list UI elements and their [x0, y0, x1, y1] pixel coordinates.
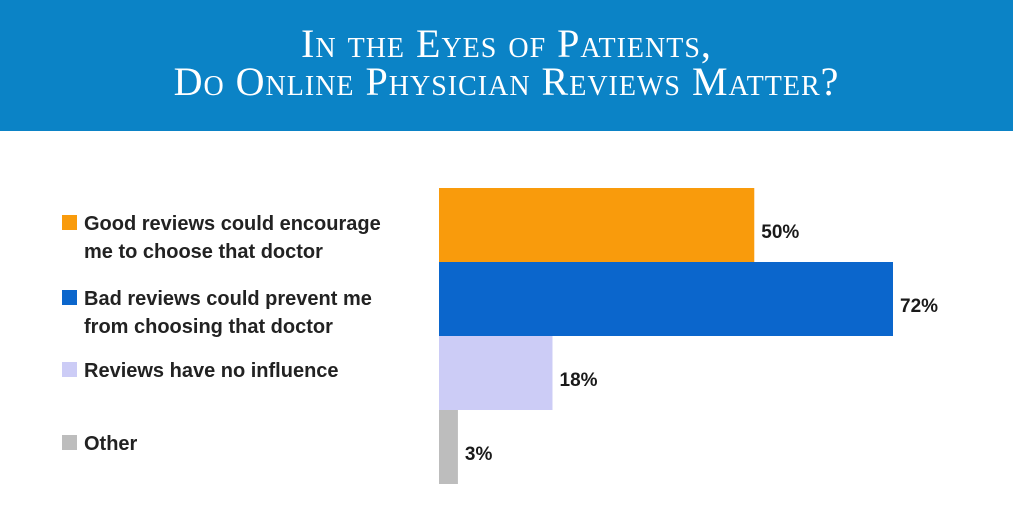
legend-swatch-good-reviews: [62, 215, 77, 230]
data-label-other: 3%: [465, 444, 493, 465]
bar-no-influence: [439, 336, 553, 410]
legend-label-bad-reviews: Bad reviews could prevent me from choosi…: [84, 288, 372, 338]
chart-legend: Good reviews could encourage me to choos…: [0, 0, 430, 518]
data-label-good-reviews: 50%: [761, 222, 799, 243]
legend-label-no-influence: Reviews have no influence: [84, 360, 339, 382]
data-label-bad-reviews: 72%: [900, 296, 938, 317]
chart-title-line-2: Do Online Physician Reviews Matter?: [173, 59, 840, 104]
legend-label-good-reviews: Good reviews could encourage me to choos…: [84, 213, 381, 263]
legend-swatch-bad-reviews: [62, 290, 77, 305]
bar-bad-reviews: [439, 262, 893, 336]
legend-swatch-other: [62, 435, 77, 450]
legend-label-other: Other: [84, 433, 138, 455]
data-label-no-influence: 18%: [560, 370, 598, 391]
title-banner: In the Eyes of Patients, Do Online Physi…: [0, 0, 1013, 131]
legend-swatch-no-influence: [62, 362, 77, 377]
bar-other: [439, 410, 458, 484]
bar-good-reviews: [439, 188, 755, 262]
chart-title-line-1: In the Eyes of Patients,: [301, 21, 712, 66]
